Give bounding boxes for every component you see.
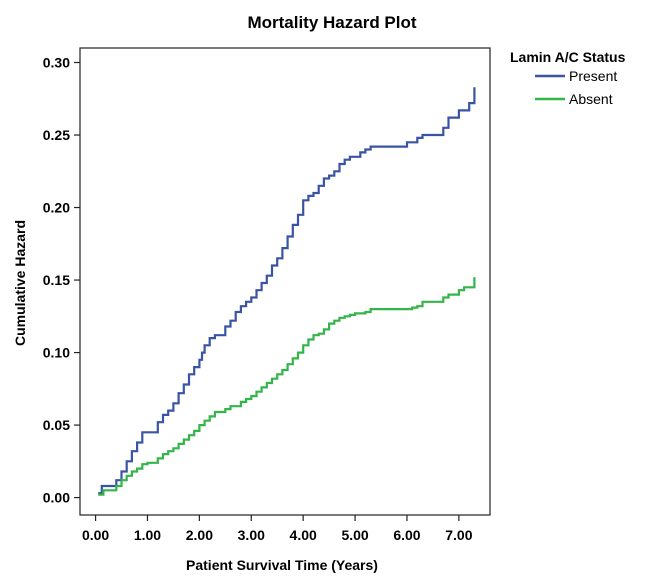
legend-title: Lamin A/C Status [510, 49, 626, 65]
x-tick-label: 5.00 [341, 527, 368, 543]
y-tick-label: 0.00 [43, 490, 70, 506]
x-tick-label: 3.00 [238, 527, 265, 543]
x-tick-label: 0.00 [82, 527, 109, 543]
plot-area: 0.00 0.05 0.10 0.15 0.20 0.25 0.30 0.00 1.00 2.00… [43, 47, 491, 543]
legend-label-absent: Absent [569, 91, 613, 107]
x-axis-label: Patient Survival Time (Years) [186, 557, 378, 573]
y-tick-label: 0.10 [43, 345, 70, 361]
y-axis-label: Cumulative Hazard [12, 220, 28, 346]
x-tick-label: 2.00 [186, 527, 213, 543]
y-tick-label: 0.30 [43, 55, 70, 71]
series-line-present [98, 87, 476, 495]
series-line-absent [98, 277, 476, 496]
y-tick-label: 0.05 [43, 417, 70, 433]
x-tick-label: 6.00 [393, 527, 420, 543]
y-tick-label: 0.15 [43, 272, 70, 288]
x-tick-label: 4.00 [290, 527, 317, 543]
y-tick-label: 0.25 [43, 127, 70, 143]
plot-frame [79, 47, 491, 516]
y-tick-label: 0.20 [43, 200, 70, 216]
x-tick-label: 1.00 [134, 527, 161, 543]
x-tick-label: 7.00 [445, 527, 472, 543]
chart-title: Mortality Hazard Plot [247, 13, 416, 32]
legend: Lamin A/C Status Present Absent [510, 49, 626, 107]
legend-label-present: Present [569, 68, 617, 84]
